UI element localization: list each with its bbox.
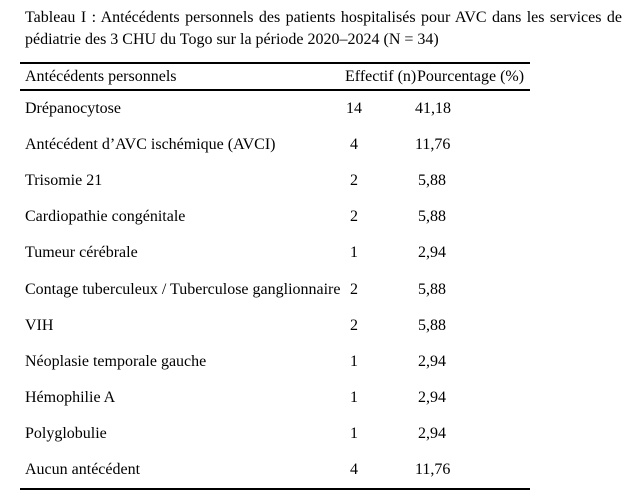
antecedent-label: VIH [25,316,54,334]
effectif-value: 4 [350,136,358,154]
antecedent-label: Cardiopathie congénitale [25,208,186,226]
effectif-value: 2 [350,172,358,190]
pourcentage-value: 5,88 [418,172,446,190]
effectif-value: 1 [350,388,358,406]
table-row: Drépanocytose 14 41,18 [20,91,530,127]
table-row: Trisomie 21 2 5,88 [20,163,530,199]
table-caption-line2: pédiatrie des 3 CHU du Togo sur la pério… [25,31,439,48]
antecedents-table: Antécédents personnels Effectif (n) Pour… [20,62,530,491]
table-row: VIH 2 5,88 [20,308,530,344]
table-row: Contage tuberculeux / Tuberculose gangli… [20,271,530,307]
table-row: Cardiopathie congénitale 2 5,88 [20,199,530,235]
effectif-value: 4 [350,460,358,478]
table-row: Antécédent d’AVC ischémique (AVCI) 4 11,… [20,127,530,163]
effectif-value: 1 [350,352,358,370]
effectif-value: 2 [350,316,358,334]
table-row: Hémophilie A 1 2,94 [20,380,530,416]
pourcentage-value: 11,76 [415,460,451,478]
pourcentage-value: 41,18 [415,100,451,118]
pourcentage-value: 2,94 [418,388,446,406]
table-caption-line1: Tableau I : Antécédents personnels des p… [25,9,622,26]
antecedent-label: Aucun antécédent [25,460,141,478]
antecedent-label: Polyglobulie [25,424,107,442]
effectif-value: 1 [350,244,358,262]
antecedent-label: Néoplasie temporale gauche [25,352,207,370]
column-header-antecedents: Antécédents personnels [25,67,177,85]
pourcentage-value: 5,88 [418,280,446,298]
column-header-pourcentage: Pourcentage (%) [417,67,525,85]
antecedent-label: Trisomie 21 [25,172,103,190]
pourcentage-value: 2,94 [418,244,446,262]
table-row: Polyglobulie 1 2,94 [20,416,530,452]
table-header-row: Antécédents personnels Effectif (n) Pour… [20,64,530,91]
table-row: Néoplasie temporale gauche 1 2,94 [20,344,530,380]
table-row: Tumeur cérébrale 1 2,94 [20,235,530,271]
pourcentage-value: 5,88 [418,316,446,334]
pourcentage-value: 2,94 [418,352,446,370]
table-body: Drépanocytose 14 41,18 Antécédent d’AVC … [20,91,530,491]
pourcentage-value: 2,94 [418,424,446,442]
antecedent-label: Tumeur cérébrale [25,244,138,262]
effectif-value: 2 [350,208,358,226]
effectif-value: 1 [350,424,358,442]
antecedent-label: Hémophilie A [25,388,116,406]
pourcentage-value: 5,88 [418,208,446,226]
antecedent-label: Drépanocytose [25,100,121,118]
column-header-effectif: Effectif (n) [345,67,417,85]
pourcentage-value: 11,76 [415,136,451,154]
antecedent-label: Contage tuberculeux / Tuberculose gangli… [25,280,341,298]
effectif-value: 14 [346,100,362,118]
table-caption: Tableau I : Antécédents personnels des p… [25,7,622,51]
table-row: Aucun antécédent 4 11,76 [20,452,530,488]
antecedent-label: Antécédent d’AVC ischémique (AVCI) [25,136,276,154]
effectif-value: 2 [350,280,358,298]
